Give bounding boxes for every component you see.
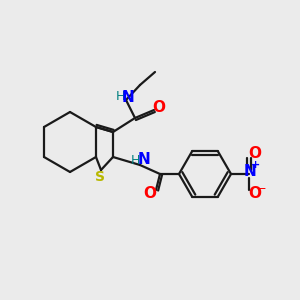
Text: ⁻: ⁻ (258, 184, 266, 198)
Text: N: N (138, 152, 150, 167)
Text: O: O (248, 185, 262, 200)
Text: H: H (130, 154, 140, 166)
Text: O: O (143, 185, 157, 200)
Text: N: N (122, 89, 134, 104)
Text: O: O (152, 100, 166, 116)
Text: +: + (251, 160, 261, 170)
Text: S: S (95, 170, 105, 184)
Text: N: N (244, 164, 256, 179)
Text: H: H (115, 91, 125, 103)
Text: O: O (248, 146, 262, 161)
